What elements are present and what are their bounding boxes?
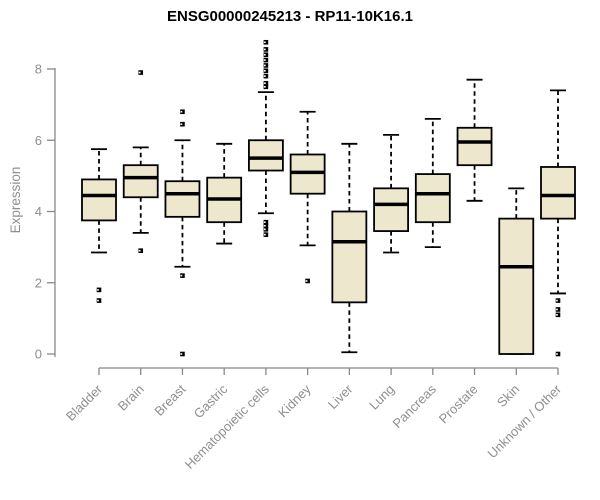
outlier-point <box>263 47 269 52</box>
outlier-point <box>305 278 310 284</box>
y-tick-label: 8 <box>35 62 42 77</box>
outlier-point <box>555 351 561 357</box>
boxplot-bladder <box>81 148 117 303</box>
outlier-point-notch <box>264 69 266 72</box>
outlier-point-notch <box>264 82 266 85</box>
outlier-point <box>263 57 269 63</box>
outlier-point <box>263 73 269 79</box>
x-tick-label: Prostate <box>436 382 481 427</box>
outlier-point <box>138 70 144 75</box>
box-rect <box>289 153 326 195</box>
outlier-point <box>180 273 185 278</box>
box-rect <box>248 139 284 172</box>
outlier-point <box>263 227 269 232</box>
outlier-point <box>555 312 561 318</box>
box-rect <box>373 187 409 232</box>
outlier-point-notch <box>180 353 183 355</box>
outlier-point-notch <box>180 274 183 277</box>
x-tick-label: Lung <box>366 382 397 413</box>
outlier-point <box>96 287 102 293</box>
outlier-point <box>263 68 269 74</box>
outlier-point-notch <box>556 299 558 302</box>
outlier-point <box>180 351 185 357</box>
outlier-point-notch <box>556 308 558 311</box>
boxplot-brain <box>122 70 159 253</box>
boxes-layer <box>81 39 576 357</box>
outlier-point-notch <box>180 123 183 126</box>
outlier-point-notch <box>138 249 141 252</box>
outlier-point-notch <box>264 53 266 56</box>
box-rect <box>122 164 159 199</box>
outlier-point <box>555 307 561 312</box>
outlier-point-notch <box>264 233 266 236</box>
x-tick-label: Brain <box>115 382 147 414</box>
outlier-point <box>180 121 185 127</box>
x-tick-label: Kidney <box>275 381 314 420</box>
boxplot-prostate <box>456 78 493 202</box>
outlier-point-notch <box>264 75 266 77</box>
boxplot-skin <box>498 187 535 355</box>
boxplot-breast <box>164 109 201 357</box>
box-rect <box>164 180 201 218</box>
outlier-point-notch <box>97 289 99 291</box>
outlier-point <box>263 232 269 237</box>
y-axis-title: Expression <box>8 167 23 234</box>
x-tick-label: Breast <box>151 381 188 418</box>
outlier-point <box>263 80 269 86</box>
x-tick-label: Unknown / Other <box>485 381 565 461</box>
y-tick-label: 0 <box>35 347 42 362</box>
boxplot-gastric <box>206 142 243 245</box>
outlier-point <box>555 298 561 303</box>
outlier-point-notch <box>264 221 266 223</box>
box-rect <box>414 173 451 224</box>
outlier-point-notch <box>556 353 558 355</box>
box-rect <box>331 210 368 304</box>
box-rect <box>498 217 535 355</box>
outlier-point <box>138 248 144 253</box>
outlier-point-notch <box>138 71 141 74</box>
box-rect <box>540 166 576 220</box>
outlier-point-notch <box>264 48 266 51</box>
boxplot-unknown-other <box>540 89 576 357</box>
outlier-point-notch <box>264 224 266 227</box>
boxplot-liver <box>331 142 368 354</box>
outlier-point-notch <box>180 110 183 113</box>
chart-title: ENSG00000245213 - RP11-10K16.1 <box>167 8 413 25</box>
y-tick-label: 4 <box>35 204 42 219</box>
outlier-point-notch <box>97 299 99 302</box>
outlier-point-notch <box>264 86 266 88</box>
boxplot-kidney <box>289 110 326 284</box>
boxplot-hematopoietic-cells <box>248 39 284 237</box>
outlier-point <box>263 39 269 45</box>
outlier-point <box>263 219 269 225</box>
y-tick-label: 2 <box>35 275 42 290</box>
outlier-point-notch <box>264 64 266 67</box>
outlier-point-notch <box>264 228 266 231</box>
boxplot-pancreas <box>414 117 451 249</box>
x-tick-label: Bladder <box>63 381 106 424</box>
x-tick-label: Skin <box>494 382 522 410</box>
boxplot-lung <box>373 134 409 254</box>
outlier-point <box>263 63 269 68</box>
x-tick-label: Gastric <box>191 381 231 421</box>
outlier-point-notch <box>556 314 558 316</box>
outlier-point-notch <box>305 280 308 282</box>
outlier-point-notch <box>264 59 266 61</box>
x-tick-label: Pancreas <box>389 381 439 431</box>
box-rect <box>456 126 493 167</box>
outlier-point <box>263 223 269 229</box>
x-tick-label: Liver <box>325 381 356 412</box>
y-tick-label: 6 <box>35 133 42 148</box>
box-rect <box>81 178 117 222</box>
outlier-point <box>263 84 269 90</box>
outlier-point <box>180 109 185 115</box>
outlier-point-notch <box>264 41 266 44</box>
outlier-point <box>263 52 269 58</box>
outlier-point <box>96 298 102 303</box>
